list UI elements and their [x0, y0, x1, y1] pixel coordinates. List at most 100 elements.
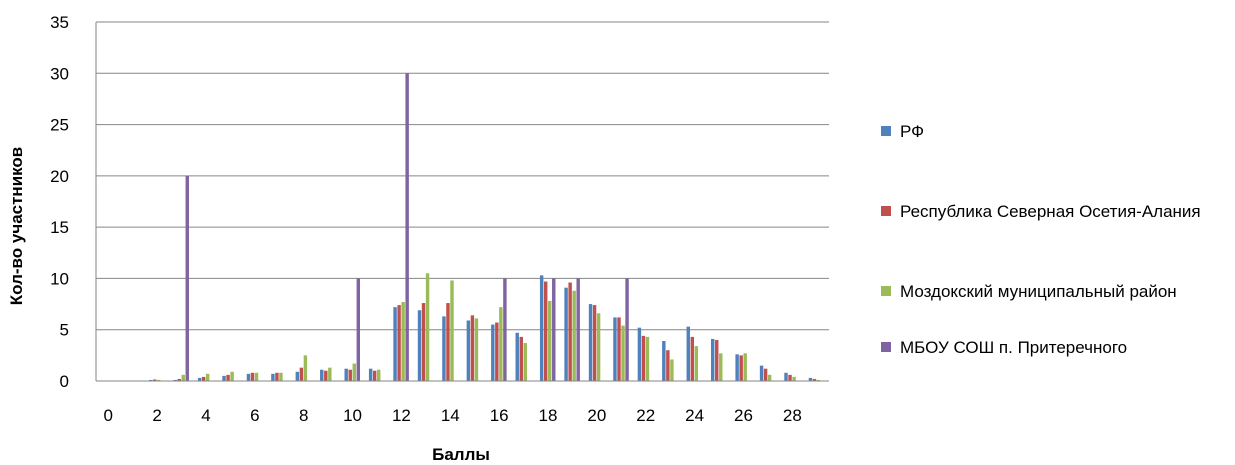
- axes: [95, 22, 829, 382]
- bar: [784, 372, 788, 381]
- bar: [405, 73, 409, 381]
- x-tick-label: 16: [490, 406, 509, 425]
- bar: [368, 368, 373, 381]
- bar: [299, 367, 304, 381]
- bar: [230, 371, 234, 381]
- y-tick-label: 30: [50, 64, 69, 83]
- bar: [372, 370, 377, 381]
- bar: [617, 317, 621, 381]
- bar: [788, 374, 792, 381]
- x-tick-label: 26: [734, 406, 753, 425]
- bar: [670, 359, 674, 381]
- bar: [743, 353, 747, 381]
- bar: [564, 287, 568, 381]
- bar: [474, 318, 479, 381]
- bar: [470, 315, 475, 381]
- y-tick-label: 15: [50, 218, 69, 237]
- bar: [201, 376, 206, 381]
- bar: [356, 278, 361, 381]
- bar: [645, 336, 650, 381]
- y-tick-label: 0: [60, 372, 69, 391]
- bar: [519, 336, 523, 381]
- legend-label: РФ: [900, 122, 924, 141]
- bar: [621, 325, 625, 381]
- bar: [588, 304, 593, 381]
- bar: [173, 379, 177, 381]
- bar: [425, 273, 430, 381]
- x-tick-label: 12: [392, 406, 411, 425]
- bar: [450, 280, 454, 381]
- y-tick-label: 5: [60, 321, 69, 340]
- bar: [767, 374, 772, 381]
- bar: [185, 175, 189, 381]
- bar: [552, 278, 556, 381]
- bar: [686, 326, 690, 381]
- bar: [735, 354, 739, 381]
- bar: [348, 369, 352, 381]
- bar: [759, 365, 764, 381]
- bar: [442, 316, 446, 381]
- x-tick-label: 4: [201, 406, 210, 425]
- bar: [222, 375, 226, 381]
- bar: [157, 379, 161, 381]
- bar: [149, 379, 153, 381]
- x-tick-label: 8: [299, 406, 308, 425]
- bar: [613, 317, 617, 381]
- bar: [421, 303, 426, 381]
- bar: [812, 378, 817, 381]
- bar: [254, 372, 259, 381]
- bar: [694, 346, 699, 381]
- bar: [352, 363, 356, 381]
- bar: [792, 376, 796, 381]
- bar: [548, 300, 552, 381]
- bar: [499, 307, 503, 381]
- bar: [625, 278, 629, 381]
- y-tick-label: 25: [50, 116, 69, 135]
- bar: [376, 369, 381, 381]
- legend-label: МБОУ СОШ п. Притеречного: [900, 338, 1127, 357]
- bar: [250, 372, 255, 381]
- bar: [246, 373, 251, 381]
- x-axis-title: Баллы: [432, 445, 490, 464]
- bar: [637, 327, 642, 381]
- x-tick-label: 0: [103, 406, 112, 425]
- bar: [393, 307, 397, 381]
- bar: [662, 341, 666, 381]
- bar: [816, 379, 821, 381]
- legend-swatch: [881, 342, 891, 352]
- bar: [763, 368, 768, 381]
- y-tick-labels: 0 5 10 15 20 25 30 35: [50, 13, 69, 391]
- bar: [275, 372, 279, 381]
- bar: [592, 305, 597, 381]
- bar: [666, 350, 670, 381]
- legend-swatch: [881, 286, 891, 296]
- x-tick-label: 22: [636, 406, 655, 425]
- bar: [303, 355, 308, 381]
- bar: [641, 335, 646, 381]
- bar: [568, 282, 572, 381]
- bar: [539, 275, 544, 381]
- bar: [515, 332, 519, 381]
- bar: [397, 305, 401, 381]
- bar: [320, 369, 324, 381]
- x-tick-label: 2: [152, 406, 161, 425]
- bar: [739, 355, 743, 381]
- legend-swatch: [881, 206, 891, 216]
- bar: [715, 339, 719, 381]
- bar: [491, 324, 495, 381]
- bar: [523, 343, 528, 381]
- bar: [446, 303, 450, 381]
- y-axis-title: Кол-во участников: [7, 147, 26, 306]
- bar: [401, 302, 405, 381]
- x-tick-label: 18: [539, 406, 558, 425]
- legend-label: Моздокский муниципальный район: [900, 282, 1177, 301]
- legend-label: Республика Северная Осетия-Алания: [900, 202, 1201, 221]
- bar: [279, 372, 283, 381]
- y-tick-label: 20: [50, 167, 69, 186]
- bar: [719, 353, 723, 381]
- x-tick-label: 6: [250, 406, 259, 425]
- bar: [324, 370, 328, 381]
- x-tick-label: 10: [343, 406, 362, 425]
- bar: [271, 373, 275, 381]
- x-tick-labels: 0 2 4 6 8 10 12 14 16 18 20 22 24 26 28: [103, 406, 801, 425]
